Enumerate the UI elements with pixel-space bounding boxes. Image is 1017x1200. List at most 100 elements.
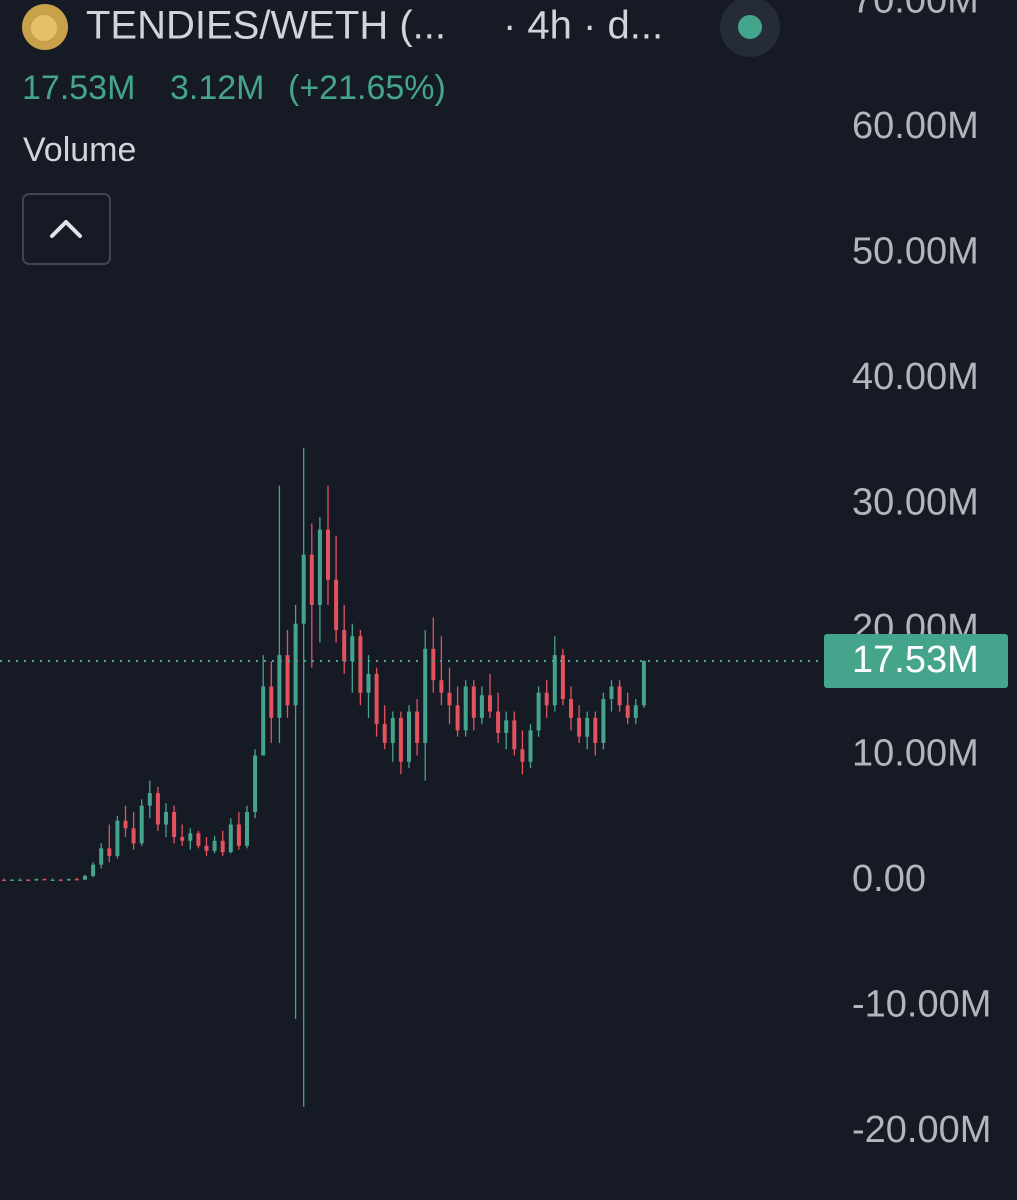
candle-body bbox=[50, 879, 55, 881]
candle-body bbox=[496, 711, 501, 733]
candle-body bbox=[18, 879, 23, 881]
token-icon-inner bbox=[31, 15, 57, 41]
candle-body bbox=[407, 711, 411, 762]
candle-body bbox=[172, 811, 177, 838]
candle-body bbox=[398, 717, 403, 762]
candle-body bbox=[512, 720, 517, 750]
candle-body bbox=[334, 579, 339, 630]
candle-body bbox=[317, 529, 322, 605]
candle-body bbox=[74, 879, 79, 881]
y-tick-label: -20.00M bbox=[852, 1109, 991, 1151]
legend-value: 17.53M bbox=[22, 69, 135, 107]
candle-body bbox=[261, 686, 266, 756]
y-tick-label: -10.00M bbox=[852, 984, 991, 1026]
candle-body bbox=[245, 811, 249, 846]
candle-body bbox=[131, 828, 136, 844]
candle-body bbox=[123, 820, 128, 829]
candle-body bbox=[34, 879, 39, 881]
candle-body bbox=[180, 837, 185, 841]
candle-body bbox=[528, 730, 533, 762]
candle-body bbox=[212, 840, 217, 851]
candle-body bbox=[155, 793, 160, 825]
candle-body bbox=[164, 811, 168, 825]
candle-body bbox=[26, 879, 31, 881]
candle-body bbox=[285, 655, 290, 706]
candle-body bbox=[569, 699, 573, 718]
candle-body bbox=[625, 705, 630, 718]
candle-body bbox=[2, 879, 6, 881]
header: TENDIES/WETH (... · 4h · d... 17.53M 3.1… bbox=[22, 0, 780, 265]
candle-body bbox=[390, 717, 395, 743]
candle-body bbox=[115, 820, 120, 856]
candle-body bbox=[277, 655, 282, 718]
y-tick-label: 30.00M bbox=[852, 482, 979, 524]
candle-body bbox=[358, 636, 363, 693]
status-dot bbox=[738, 15, 762, 39]
candle-body bbox=[641, 660, 646, 706]
candle-body bbox=[342, 629, 347, 662]
candle-body bbox=[455, 705, 460, 731]
symbol[interactable]: TENDIES/WETH (... bbox=[86, 4, 446, 48]
candle-body bbox=[577, 717, 582, 737]
candle-body bbox=[91, 864, 96, 876]
y-tick-label: 50.00M bbox=[852, 231, 979, 273]
candle-body bbox=[10, 879, 15, 881]
y-tick-label: 10.00M bbox=[852, 733, 979, 775]
y-tick-label: 0.00 bbox=[852, 858, 926, 900]
candle-body bbox=[236, 824, 241, 846]
candle-body bbox=[374, 673, 379, 725]
indicator-name: Volume bbox=[23, 131, 136, 169]
legend-change: 3.12M bbox=[170, 69, 265, 107]
candle-body bbox=[83, 875, 87, 880]
candle-body bbox=[99, 848, 104, 865]
candle-body bbox=[479, 695, 484, 718]
candle-body bbox=[66, 879, 71, 881]
candle-body bbox=[520, 749, 525, 762]
legend-change-pct: (+21.65%) bbox=[288, 69, 446, 107]
candle-body bbox=[188, 833, 193, 841]
interval[interactable]: · 4h · d... bbox=[503, 4, 663, 48]
candle-body bbox=[382, 724, 387, 743]
y-tick-label: 70.00M bbox=[852, 0, 979, 22]
candle-body bbox=[107, 848, 112, 856]
candle-body bbox=[488, 695, 492, 712]
candle-body bbox=[139, 805, 144, 844]
y-tick-label: 60.00M bbox=[852, 105, 979, 147]
candle-body bbox=[293, 623, 298, 706]
candle-body bbox=[471, 686, 476, 718]
candle-body bbox=[58, 879, 63, 881]
candle-body bbox=[536, 692, 541, 731]
candle-body bbox=[609, 686, 614, 700]
candle-body bbox=[423, 648, 428, 743]
candle-body bbox=[504, 720, 509, 733]
candle-body bbox=[301, 554, 306, 624]
candle-body bbox=[431, 648, 436, 681]
candle-body bbox=[42, 879, 47, 881]
candle-body bbox=[269, 686, 274, 718]
caret-icon bbox=[50, 220, 82, 238]
candle-body bbox=[228, 824, 233, 853]
candle-body bbox=[147, 793, 152, 806]
candle-body bbox=[552, 655, 557, 706]
candle-body bbox=[366, 673, 371, 693]
candle-body bbox=[350, 636, 355, 662]
candle-body bbox=[204, 845, 209, 851]
candle-body bbox=[415, 711, 420, 743]
candle-body bbox=[593, 717, 598, 743]
candle-body bbox=[309, 554, 314, 605]
candle-body bbox=[601, 699, 606, 743]
candle-body bbox=[447, 692, 452, 706]
candle-body bbox=[617, 686, 622, 706]
candle-body bbox=[196, 833, 201, 846]
plot bbox=[0, 448, 824, 1107]
last-price-badge bbox=[824, 633, 1008, 688]
candle-body bbox=[633, 705, 638, 718]
candle-body bbox=[585, 717, 590, 737]
last-price-label: 17.53M bbox=[852, 639, 979, 681]
y-axis: -20.00M-10.00M0.0010.00M20.00M30.00M40.0… bbox=[824, 0, 1008, 1151]
candle-body bbox=[560, 655, 565, 700]
collapse-button[interactable] bbox=[22, 193, 111, 265]
